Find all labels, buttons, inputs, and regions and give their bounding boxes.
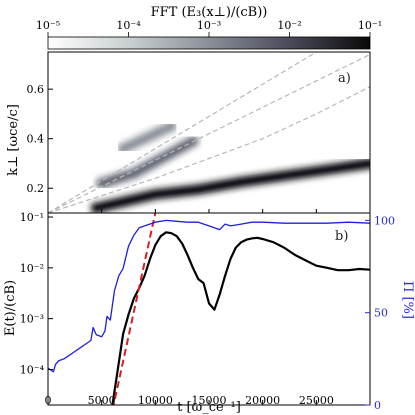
panel-b-label: b) xyxy=(335,229,348,244)
panel-a: 0.2 0.4 0.6 a) k⊥ [ωce/c] xyxy=(6,51,371,214)
panel-b-ylabel: E(t)/(cB) xyxy=(3,280,18,336)
panel-b-y2-tick-label: 100 xyxy=(374,214,395,227)
field-energy-line xyxy=(111,231,370,405)
colorbar-tick-label: 10⁻⁵ xyxy=(36,19,60,32)
colorbar-ticks: 10⁻⁵ 10⁻⁴ 10⁻³ 10⁻² 10⁻¹ xyxy=(36,19,382,37)
colorbar-title: FFT (E₃(x⊥)/(cB)) xyxy=(151,5,268,20)
heatmap-band xyxy=(119,122,176,153)
heatmap-band xyxy=(92,159,370,212)
panel-b-x-tick-label: 25000 xyxy=(299,394,334,407)
panel-b-y2-tick-label: 0 xyxy=(374,399,381,412)
panel-b-x-tick-label: 10000 xyxy=(138,394,173,407)
panel-b-y2label: Π [%] xyxy=(400,281,415,319)
colorbar xyxy=(47,36,371,50)
panel-a-y-tick-label: 0.4 xyxy=(27,133,45,146)
panel-a-y-tick-label: 0.6 xyxy=(27,83,45,96)
panel-a-y-ticks: 0.2 0.4 0.6 xyxy=(27,83,317,213)
colorbar-tick-label: 10⁻³ xyxy=(197,19,221,32)
panel-b-x-tick-label: 15000 xyxy=(192,394,227,407)
panel-b-x-tick-label: 20000 xyxy=(245,394,280,407)
panel-b-frame xyxy=(47,212,371,406)
panel-b-y-tick-label: 10⁻³ xyxy=(20,313,44,326)
panel-b-y2-ticks: 0 50 100 xyxy=(365,214,395,412)
panel-b-y-ticks: 10⁻⁴ 10⁻³ 10⁻² 10⁻¹ xyxy=(20,211,53,376)
panel-b-y-tick-label: 10⁻¹ xyxy=(20,211,44,224)
guide-line xyxy=(48,52,318,213)
guide-line xyxy=(48,86,370,213)
panel-b-x-tick-label: 5000 xyxy=(88,394,116,407)
heatmap-bands xyxy=(88,118,370,213)
colorbar-tick-label: 10⁻¹ xyxy=(358,19,382,32)
panel-b-y2-tick-label: 50 xyxy=(374,307,388,320)
panel-a-y-tick-label: 0.2 xyxy=(27,182,45,195)
polarization-line xyxy=(48,219,370,373)
panel-b: 10⁻⁴ 10⁻³ 10⁻² 10⁻¹ 0 50 100 0 5000 10000 15000 2… xyxy=(3,211,415,415)
guide-line xyxy=(48,53,370,213)
panel-b-x-tick-label: 0 xyxy=(45,394,52,407)
colorbar-tick-label: 10⁻² xyxy=(277,19,301,32)
panel-b-xlabel: t [ω_ce⁻¹] xyxy=(177,400,241,415)
panel-b-y-tick-label: 10⁻² xyxy=(20,262,44,275)
panel-b-x-ticks: 0 5000 10000 15000 20000 25000 xyxy=(45,394,334,407)
colorbar-tick-label: 10⁻⁴ xyxy=(116,19,141,32)
panel-a-label: a) xyxy=(338,71,351,86)
panel-b-series xyxy=(48,213,370,405)
guide-lines xyxy=(48,52,370,213)
panel-b-y-tick-label: 10⁻⁴ xyxy=(20,363,45,376)
growth-fit-line xyxy=(112,213,157,405)
panel-a-ylabel: k⊥ [ωce/c] xyxy=(6,104,21,176)
